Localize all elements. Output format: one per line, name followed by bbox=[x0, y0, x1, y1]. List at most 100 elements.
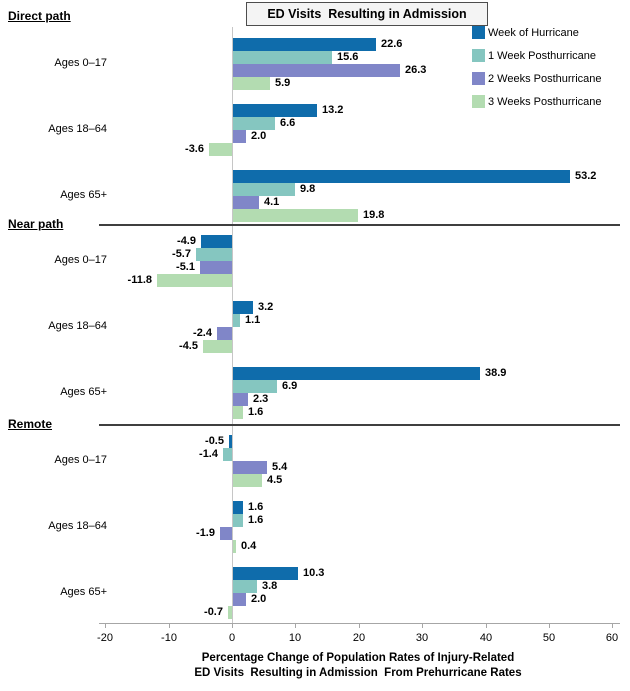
bar-value-label: 26.3 bbox=[405, 64, 427, 76]
bar bbox=[233, 580, 257, 593]
bar-value-label: 13.2 bbox=[322, 104, 344, 116]
bar-value-label: 0.4 bbox=[241, 540, 257, 552]
bar bbox=[233, 314, 240, 327]
bar-value-label: 38.9 bbox=[485, 367, 507, 379]
bar-value-label: 19.8 bbox=[363, 209, 385, 221]
bar bbox=[233, 51, 332, 64]
bar-value-label: 3.8 bbox=[262, 580, 278, 592]
bar bbox=[233, 593, 246, 606]
bar-value-label: 1.1 bbox=[245, 314, 261, 326]
bar-value-label: 6.6 bbox=[280, 117, 296, 129]
legend: Week of Hurricane 1 Week Posthurricane 2… bbox=[472, 26, 602, 118]
bar-value-label: 1.6 bbox=[248, 501, 264, 513]
legend-label: 1 Week Posthurricane bbox=[488, 49, 597, 62]
bar-value-label: 10.3 bbox=[303, 567, 325, 579]
bar bbox=[233, 130, 246, 143]
chart-title: ED Visits Resulting in Admission bbox=[246, 2, 488, 26]
section-label: Near path bbox=[8, 217, 68, 231]
bar-value-label: 9.8 bbox=[300, 183, 316, 195]
bar-value-label: 1.6 bbox=[248, 514, 264, 526]
x-tick bbox=[105, 623, 106, 628]
bar bbox=[233, 183, 295, 196]
bar bbox=[233, 474, 262, 487]
x-tick bbox=[486, 623, 487, 628]
x-tick-label: -10 bbox=[161, 632, 177, 644]
bar bbox=[233, 380, 277, 393]
x-axis-title-line2: ED Visits Resulting in Admission From Pr… bbox=[194, 667, 522, 679]
age-group-label: Ages 0–17 bbox=[54, 57, 107, 69]
bar bbox=[209, 143, 232, 156]
bar-value-label: -4.9 bbox=[177, 235, 196, 247]
x-tick-label: 0 bbox=[228, 632, 236, 644]
bar bbox=[233, 209, 358, 222]
bar-value-label: -4.5 bbox=[179, 340, 198, 352]
bar bbox=[220, 527, 232, 540]
bar bbox=[223, 448, 232, 461]
zero-line bbox=[232, 27, 233, 623]
bar-value-label: 1.6 bbox=[248, 406, 264, 418]
age-group-label: Ages 65+ bbox=[60, 386, 107, 398]
x-tick-label: 20 bbox=[352, 632, 366, 644]
bar-value-label: -5.7 bbox=[172, 248, 191, 260]
legend-label: 3 Weeks Posthurricane bbox=[488, 95, 602, 108]
bar bbox=[233, 406, 243, 419]
bar bbox=[200, 261, 232, 274]
legend-swatch-week-of-hurricane bbox=[472, 26, 485, 39]
bar-value-label: 2.0 bbox=[251, 130, 267, 142]
bar-value-label: 2.0 bbox=[251, 593, 267, 605]
bar bbox=[233, 540, 236, 553]
legend-swatch-2-weeks-posthurricane bbox=[472, 72, 485, 85]
legend-item: 3 Weeks Posthurricane bbox=[472, 95, 602, 108]
bar bbox=[233, 514, 243, 527]
bar-value-label: 15.6 bbox=[337, 51, 359, 63]
x-tick bbox=[612, 623, 613, 628]
bar-value-label: 5.9 bbox=[275, 77, 291, 89]
bar bbox=[201, 235, 232, 248]
legend-item: 2 Weeks Posthurricane bbox=[472, 72, 602, 85]
x-tick bbox=[549, 623, 550, 628]
bar bbox=[233, 367, 480, 380]
x-tick-label: 10 bbox=[288, 632, 302, 644]
x-tick-label: 60 bbox=[605, 632, 619, 644]
section-label: Remote bbox=[8, 417, 57, 431]
separator-line bbox=[99, 224, 620, 226]
x-tick bbox=[422, 623, 423, 628]
x-tick bbox=[295, 623, 296, 628]
x-tick bbox=[232, 623, 233, 628]
bar-value-label: -1.9 bbox=[196, 527, 215, 539]
x-tick bbox=[169, 623, 170, 628]
bar bbox=[233, 117, 275, 130]
bar-value-label: 5.4 bbox=[272, 461, 288, 473]
x-tick-label: 50 bbox=[542, 632, 556, 644]
x-axis-title-line1: Percentage Change of Population Rates of… bbox=[201, 652, 515, 664]
bar bbox=[233, 501, 243, 514]
bar-value-label: 4.5 bbox=[267, 474, 283, 486]
bar bbox=[233, 393, 248, 406]
legend-label: Week of Hurricane bbox=[488, 26, 579, 39]
bar bbox=[217, 327, 232, 340]
legend-swatch-1-week-posthurricane bbox=[472, 49, 485, 62]
bar-value-label: -3.6 bbox=[185, 143, 204, 155]
bar bbox=[196, 248, 232, 261]
age-group-label: Ages 0–17 bbox=[54, 254, 107, 266]
bar bbox=[157, 274, 232, 287]
bar-value-label: -0.7 bbox=[204, 606, 223, 618]
bar bbox=[233, 170, 570, 183]
bar bbox=[233, 64, 400, 77]
x-tick bbox=[359, 623, 360, 628]
separator-line bbox=[99, 424, 620, 426]
age-group-label: Ages 18–64 bbox=[48, 123, 107, 135]
bar-value-label: -0.5 bbox=[205, 435, 224, 447]
bar-value-label: 3.2 bbox=[258, 301, 274, 313]
age-group-label: Ages 65+ bbox=[60, 586, 107, 598]
bar-value-label: 4.1 bbox=[264, 196, 280, 208]
bar bbox=[233, 38, 376, 51]
bar bbox=[233, 77, 270, 90]
bar bbox=[233, 301, 253, 314]
bar-value-label: 6.9 bbox=[282, 380, 298, 392]
age-group-label: Ages 65+ bbox=[60, 189, 107, 201]
x-tick-label: 30 bbox=[415, 632, 429, 644]
x-tick-label: -20 bbox=[97, 632, 113, 644]
bar-value-label: 22.6 bbox=[381, 38, 403, 50]
